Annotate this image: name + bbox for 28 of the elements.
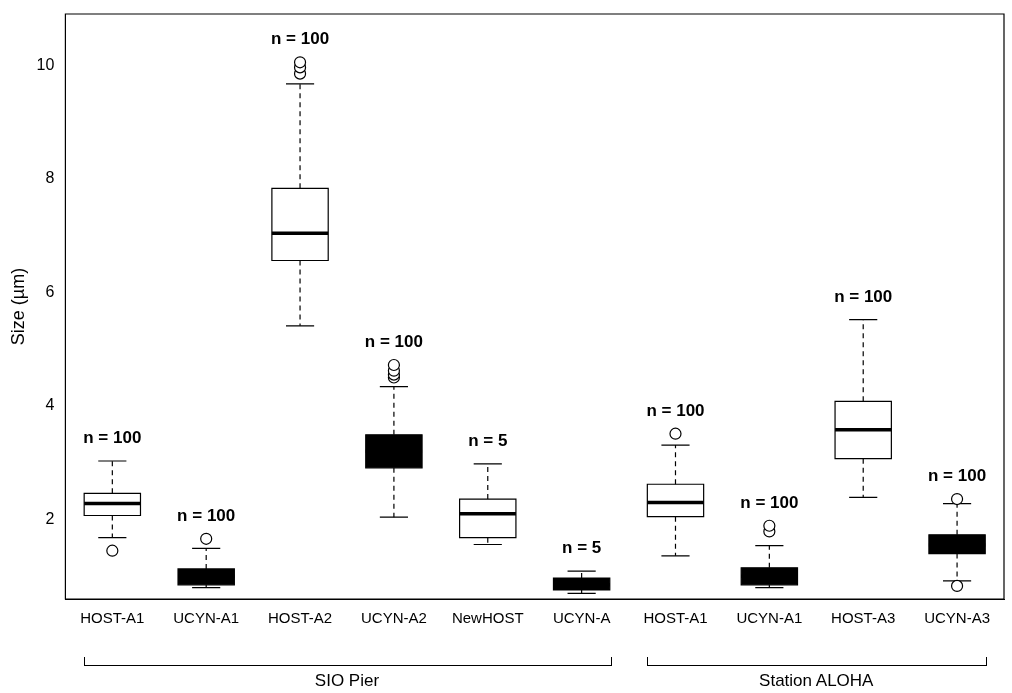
x-tick-label: HOST-A1 bbox=[643, 609, 708, 627]
x-tick-label: NewHOST bbox=[451, 609, 524, 627]
text: n = 5 bbox=[468, 431, 508, 451]
text: n = 100 bbox=[740, 492, 799, 512]
y-axis-title: Size (µm) bbox=[7, 267, 28, 346]
text: n = 100 bbox=[83, 428, 142, 448]
text: SIO Pier bbox=[313, 671, 381, 691]
text: n = 5 bbox=[562, 538, 602, 558]
y-tick-label: 10 bbox=[36, 55, 55, 73]
text: n = 100 bbox=[928, 466, 987, 486]
text: n = 100 bbox=[834, 286, 893, 306]
y-tick-label: 8 bbox=[45, 169, 55, 187]
text: Station ALOHA bbox=[758, 671, 875, 691]
x-tick-label: UCYN-A bbox=[552, 609, 611, 627]
x-tick-label: UCYN-A1 bbox=[736, 609, 803, 627]
y-tick-label: 2 bbox=[45, 509, 55, 527]
text: n = 100 bbox=[646, 400, 705, 420]
x-tick-label: HOST-A2 bbox=[267, 609, 333, 627]
y-tick-label: 4 bbox=[45, 396, 55, 414]
text: n = 100 bbox=[364, 332, 423, 352]
text: n = 100 bbox=[177, 505, 236, 525]
x-tick-label: UCYN-A2 bbox=[360, 609, 427, 627]
x-tick-label: HOST-A1 bbox=[80, 609, 145, 627]
x-tick-label: UCYN-A1 bbox=[173, 609, 240, 627]
y-tick-label: 6 bbox=[45, 282, 55, 300]
text: n = 100 bbox=[270, 29, 330, 49]
x-tick-label: HOST-A3 bbox=[831, 609, 896, 627]
x-tick-label: UCYN-A3 bbox=[924, 609, 990, 627]
